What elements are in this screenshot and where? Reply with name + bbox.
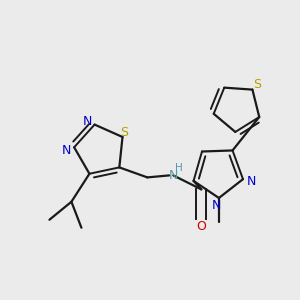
Text: S: S (254, 78, 261, 91)
Text: N: N (61, 144, 71, 157)
Text: N: N (169, 169, 178, 182)
Text: S: S (121, 125, 128, 139)
Text: N: N (246, 175, 256, 188)
Text: N: N (212, 200, 222, 212)
Text: O: O (196, 220, 206, 233)
Text: N: N (83, 115, 92, 128)
Text: H: H (176, 164, 183, 173)
